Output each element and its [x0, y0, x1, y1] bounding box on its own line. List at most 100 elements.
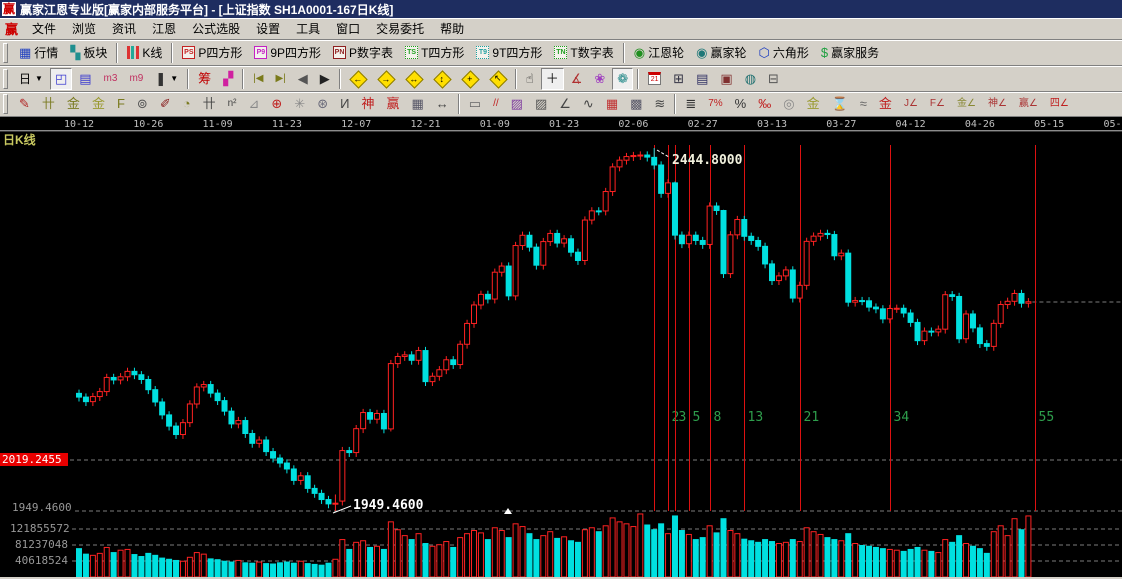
percent7-tool[interactable]: 7% — [703, 93, 728, 115]
crosshair-tool-icon[interactable]: ＋ — [540, 67, 564, 90]
fan-lines-tool[interactable]: // — [488, 93, 504, 115]
first-page-icon[interactable]: |◀ — [248, 67, 269, 90]
shen-tool[interactable]: 神 — [356, 93, 380, 115]
minute9-chart-icon[interactable]: m9 — [124, 67, 149, 90]
f-angle-tool[interactable]: F∠ — [924, 93, 950, 115]
gann-wheel-tool[interactable]: ✳ — [289, 93, 311, 115]
menu-file[interactable]: 文件 — [32, 22, 57, 36]
toolbar-grip-handle[interactable] — [3, 42, 8, 63]
red-grid-tool[interactable]: ▦ — [600, 93, 624, 115]
diamond-expand-vertical-icon[interactable]: ↕ — [428, 67, 455, 90]
zigzag-tool[interactable]: ∿ — [577, 93, 599, 115]
menu-settings[interactable]: 设置 — [256, 22, 281, 36]
info-panel-icon[interactable]: ▤ — [74, 67, 97, 90]
candle-style-dropdown[interactable]: ❚ ▼ — [150, 67, 184, 90]
next-candle-icon[interactable]: ▶ — [314, 67, 335, 90]
notes-icon[interactable]: ▤ — [691, 67, 714, 90]
calendar-icon[interactable]: 21 — [643, 67, 667, 90]
gann-target-tool[interactable]: ⊕ — [266, 93, 288, 115]
hexagon-button[interactable]: ⬡ 六角形 — [753, 41, 814, 64]
n-squared-tool[interactable]: n² — [222, 93, 242, 115]
quotes-button[interactable]: ▦ 行情 — [14, 41, 64, 64]
gann-grid-flower-icon[interactable]: ❁ — [612, 67, 634, 90]
gold-comb-tool[interactable]: 金 — [61, 93, 85, 115]
comb2-tool[interactable]: 卄 — [197, 93, 221, 115]
mirror-angle-tool[interactable]: ⊿ — [243, 93, 265, 115]
print-icon[interactable]: ⊟ — [763, 67, 784, 90]
sectors-button[interactable]: ▚ 板块 — [65, 41, 113, 64]
ying-tool[interactable]: 赢 — [381, 93, 405, 115]
gold-comb2-tool[interactable]: 金 — [86, 93, 110, 115]
menu-tools[interactable]: 工具 — [296, 22, 321, 36]
diamond-compress-all-icon[interactable]: ↖ — [484, 67, 511, 90]
volume-profile-icon[interactable]: ▞ — [218, 67, 239, 90]
time-circle-tool[interactable]: ◔ — [177, 93, 196, 115]
j-angle-tool[interactable]: J∠ — [898, 93, 923, 115]
pencil-draw-tool[interactable]: ✎ — [14, 93, 35, 115]
ying-angle-tool[interactable]: 赢∠ — [1013, 93, 1043, 115]
gann-flower-icon[interactable]: ❀ — [589, 67, 611, 90]
t9-square-button[interactable]: T9 9T四方形 — [471, 41, 548, 64]
hatch-box-tool[interactable]: ▨ — [529, 93, 553, 115]
calculator-icon[interactable]: ⊞ — [668, 67, 690, 90]
t-number-table-button[interactable]: TN T数字表 — [549, 41, 619, 64]
last-page-icon[interactable]: ▶| — [270, 67, 291, 90]
ink-pen-tool[interactable]: ✐ — [154, 93, 176, 115]
diamond-expand-horizontal-icon[interactable]: ↔ — [400, 67, 427, 90]
t-square-button[interactable]: TS T四方形 — [400, 41, 470, 64]
p9-square-button[interactable]: P9 9P四方形 — [249, 41, 327, 64]
comb-ruler-tool[interactable]: 卄 — [36, 93, 60, 115]
rect-box-tool[interactable]: ▭ — [463, 93, 487, 115]
minute3-chart-icon[interactable]: m3 — [98, 67, 123, 90]
toolbar-grip-handle[interactable] — [3, 68, 8, 89]
chart-plot[interactable]: 10-12 10-26 11-09 11-23 12-07 12-21 01-09 01-23… — [0, 117, 1122, 579]
menu-trade-entrust[interactable]: 交易委托 — [376, 22, 425, 36]
k-count-tool[interactable]: И — [335, 93, 355, 115]
winner-service-button[interactable]: $ 赢家服务 — [815, 41, 885, 64]
shen-angle-tool[interactable]: 神∠ — [982, 93, 1012, 115]
diamond-expand-all-icon[interactable]: + — [456, 67, 483, 90]
gold-circle-tool[interactable]: ◎ — [778, 93, 800, 115]
hand-pan-tool-icon[interactable]: ☝ — [520, 67, 539, 90]
gold-band-tool[interactable]: 金 — [873, 93, 897, 115]
angle-measure-tool-icon[interactable]: ∡ — [565, 67, 588, 90]
time-ruler-pen-tool[interactable]: ⌛ — [826, 93, 853, 115]
gold-levels-tool[interactable]: 金 — [801, 93, 825, 115]
p-square-button[interactable]: PS P四方形 — [177, 41, 248, 64]
measure-bars-tool[interactable]: ≣ — [680, 93, 702, 115]
menu-help[interactable]: 帮助 — [440, 22, 465, 36]
market-web-icon[interactable]: ◍ — [739, 67, 762, 90]
trend-angle-tool[interactable]: ∠ — [554, 93, 576, 115]
menu-formula-stock-pick[interactable]: 公式选股 — [192, 22, 241, 36]
kline-button[interactable]: K线 — [122, 41, 168, 64]
period-day-dropdown[interactable]: 日 ▼ — [14, 67, 48, 90]
percent-tool[interactable]: % — [729, 93, 752, 115]
p-number-table-button[interactable]: PN P数字表 — [328, 41, 399, 64]
menu-window[interactable]: 窗口 — [336, 22, 361, 36]
width-measure-tool[interactable]: ↔ — [430, 93, 454, 115]
gann-wheel-button[interactable]: ◉ 江恩轮 — [628, 41, 690, 64]
si-angle-tool[interactable]: 四∠ — [1044, 93, 1074, 115]
menu-browse[interactable]: 浏览 — [72, 22, 97, 36]
toolbar-grip-handle[interactable] — [3, 94, 8, 114]
parallel-lines-tool[interactable]: ≋ — [649, 93, 671, 115]
gann-wheel-grid-tool[interactable]: ⊛ — [312, 93, 334, 115]
diamond-pan-left-icon[interactable]: ← — [344, 67, 371, 90]
chips-distribution-icon[interactable]: 筹 — [193, 67, 217, 90]
wave-band-tool[interactable]: ≈ — [854, 93, 872, 115]
diamond-pan-right-icon[interactable]: → — [372, 67, 399, 90]
chart-area[interactable]: 日K线 2019.2455 1949.4600 121855572 812370… — [0, 117, 1122, 579]
f-comb-tool[interactable]: F — [111, 93, 130, 115]
menu-gann[interactable]: 江恩 — [152, 22, 177, 36]
spiral-tool[interactable]: ⊚ — [131, 93, 153, 115]
price-count-grid-tool[interactable]: ▦ — [406, 93, 429, 115]
gold-angle-tool[interactable]: 金∠ — [951, 93, 981, 115]
menu-news[interactable]: 资讯 — [112, 22, 137, 36]
dense-grid-tool[interactable]: ▩ — [625, 93, 648, 115]
fan-box-tool[interactable]: ▨ — [505, 93, 528, 115]
winner-wheel-button[interactable]: ◉ 赢家轮 — [691, 41, 752, 64]
window-layout-icon[interactable]: ◰ — [49, 67, 73, 90]
save-icon[interactable]: ▣ — [715, 67, 738, 90]
percent-levels-tool[interactable]: ‰ — [753, 93, 777, 115]
prev-candle-icon[interactable]: ◀ — [292, 67, 313, 90]
